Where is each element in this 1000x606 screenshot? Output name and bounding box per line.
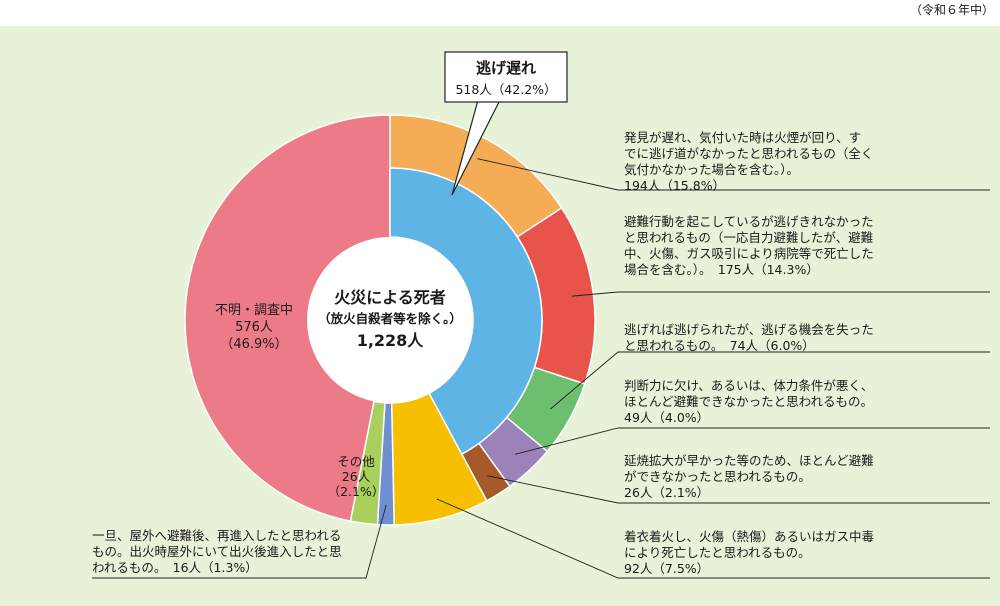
label-fast-spread-line: ができなかったと思われるもの。 [624,469,811,484]
slice-unknown [184,114,391,523]
callout-pointer [451,99,501,196]
leader-re-entry [92,504,387,579]
label-could-not-escape: 避難行動を起こしているが逃げきれなかったと思われるもの（一応自力避難したが、避難… [624,214,874,277]
slice-labels: 発見が遅れ、気付いた時は火煙が回り、すでに逃げ道がなかったと思われるもの（全く気… [92,130,874,576]
label-re-entry-line: 一旦、屋外へ避難後、再進入したと思われる [92,528,341,543]
label-unknown-line: （46.9%） [220,337,287,352]
label-lack-of-judgment-line: 判断力に欠け、あるいは、体力条件が悪く、 [624,378,873,393]
leader-late-discovery [477,158,990,191]
leader-could-not-escape [571,291,990,297]
leader-lack-of-judgment [514,427,990,455]
label-late-discovery: 発見が遅れ、気付いた時は火煙が回り、すでに逃げ道がなかったと思われるもの（全く気… [624,130,873,193]
outer-ring [184,114,596,526]
label-late-discovery-line: 194人（15.8%） [624,178,725,193]
center-subtitle: （放火自殺者等を除く。） [318,311,462,326]
label-clothing-fire: 着衣着火し、火傷（熱傷）あるいはガス中毒により死亡したと思われるもの。 92人（7… [624,529,874,576]
label-clothing-fire-line: 92人（7.5%） [624,561,709,576]
escape-delay-value: 518人（42.2%） [455,82,556,97]
label-could-not-escape-line: 場合を含む。）。 175人（14.3%） [624,262,819,277]
label-missed-chance-line: 逃げれば逃げられたが、逃げる機会を失った [624,322,874,337]
leader-lines [92,158,990,579]
label-fast-spread-line: 26人（2.1%） [624,485,709,500]
label-re-entry-line: われるもの。 16人（1.3%） [92,560,258,575]
callout-box [444,51,568,103]
label-clothing-fire-line: により死亡したと思われるもの。 [624,545,811,560]
label-missed-chance-line: と思われるもの。 74人（6.0%） [624,338,815,353]
escape-delay-callout: 逃げ遅れ 518人（42.2%） [444,51,568,196]
label-lack-of-judgment-line: 49人（4.0%） [624,410,709,425]
donut-center [307,237,473,403]
label-re-entry-line: もの。出火時屋外にいて出火後進入したと思 [92,544,342,559]
label-other-line: （2.1%） [328,484,385,499]
leader-missed-chance [550,351,990,410]
label-fast-spread: 延焼拡大が早かった等のため、ほとんど避難ができなかったと思われるもの。 26人（2… [624,453,874,500]
center-total: 1,228人 [357,331,425,350]
label-re-entry: 一旦、屋外へ避難後、再進入したと思われるもの。出火時屋外にいて出火後進入したと思… [92,528,342,575]
label-other-line: 26人 [342,469,371,484]
label-could-not-escape-line: と思われるもの（一応自力避難したが、避難 [624,230,873,245]
label-unknown-line: 不明・調査中 [215,303,293,318]
label-clothing-fire-line: 着衣着火し、火傷（熱傷）あるいはガス中毒 [624,529,874,544]
label-late-discovery-line: でに逃げ道がなかったと思われるもの（全く [624,146,873,161]
escape-delay-label: 逃げ遅れ [476,59,536,77]
label-could-not-escape-line: 避難行動を起こしているが逃げきれなかった [624,214,874,229]
label-late-discovery-line: 発見が遅れ、気付いた時は火煙が回り、す [624,130,861,145]
label-fast-spread-line: 延焼拡大が早かった等のため、ほとんど避難 [624,453,874,468]
label-other: その他 26人（2.1%） [328,454,385,499]
label-missed-chance: 逃げれば逃げられたが、逃げる機会を失ったと思われるもの。 74人（6.0%） [624,322,874,353]
label-late-discovery-line: 気付かなかった場合を含む。）。 [624,162,799,177]
label-lack-of-judgment: 判断力に欠け、あるいは、体力条件が悪く、ほとんど避難できなかったと思われるもの。… [624,378,873,425]
label-other-line: その他 [337,454,375,469]
label-unknown-line: 576人 [235,320,273,335]
label-lack-of-judgment-line: ほとんど避難できなかったと思われるもの。 [624,394,873,409]
center-title: 火災による死者 [334,288,446,307]
label-unknown: 不明・調査中 576人 （46.9%） [215,303,293,352]
leader-clothing-fire [436,498,990,579]
leader-fast-spread [487,475,990,504]
label-could-not-escape-line: 中、火傷、ガス吸引により病院等で死亡した [624,246,874,261]
period-note: （令和６年中） [910,2,994,17]
